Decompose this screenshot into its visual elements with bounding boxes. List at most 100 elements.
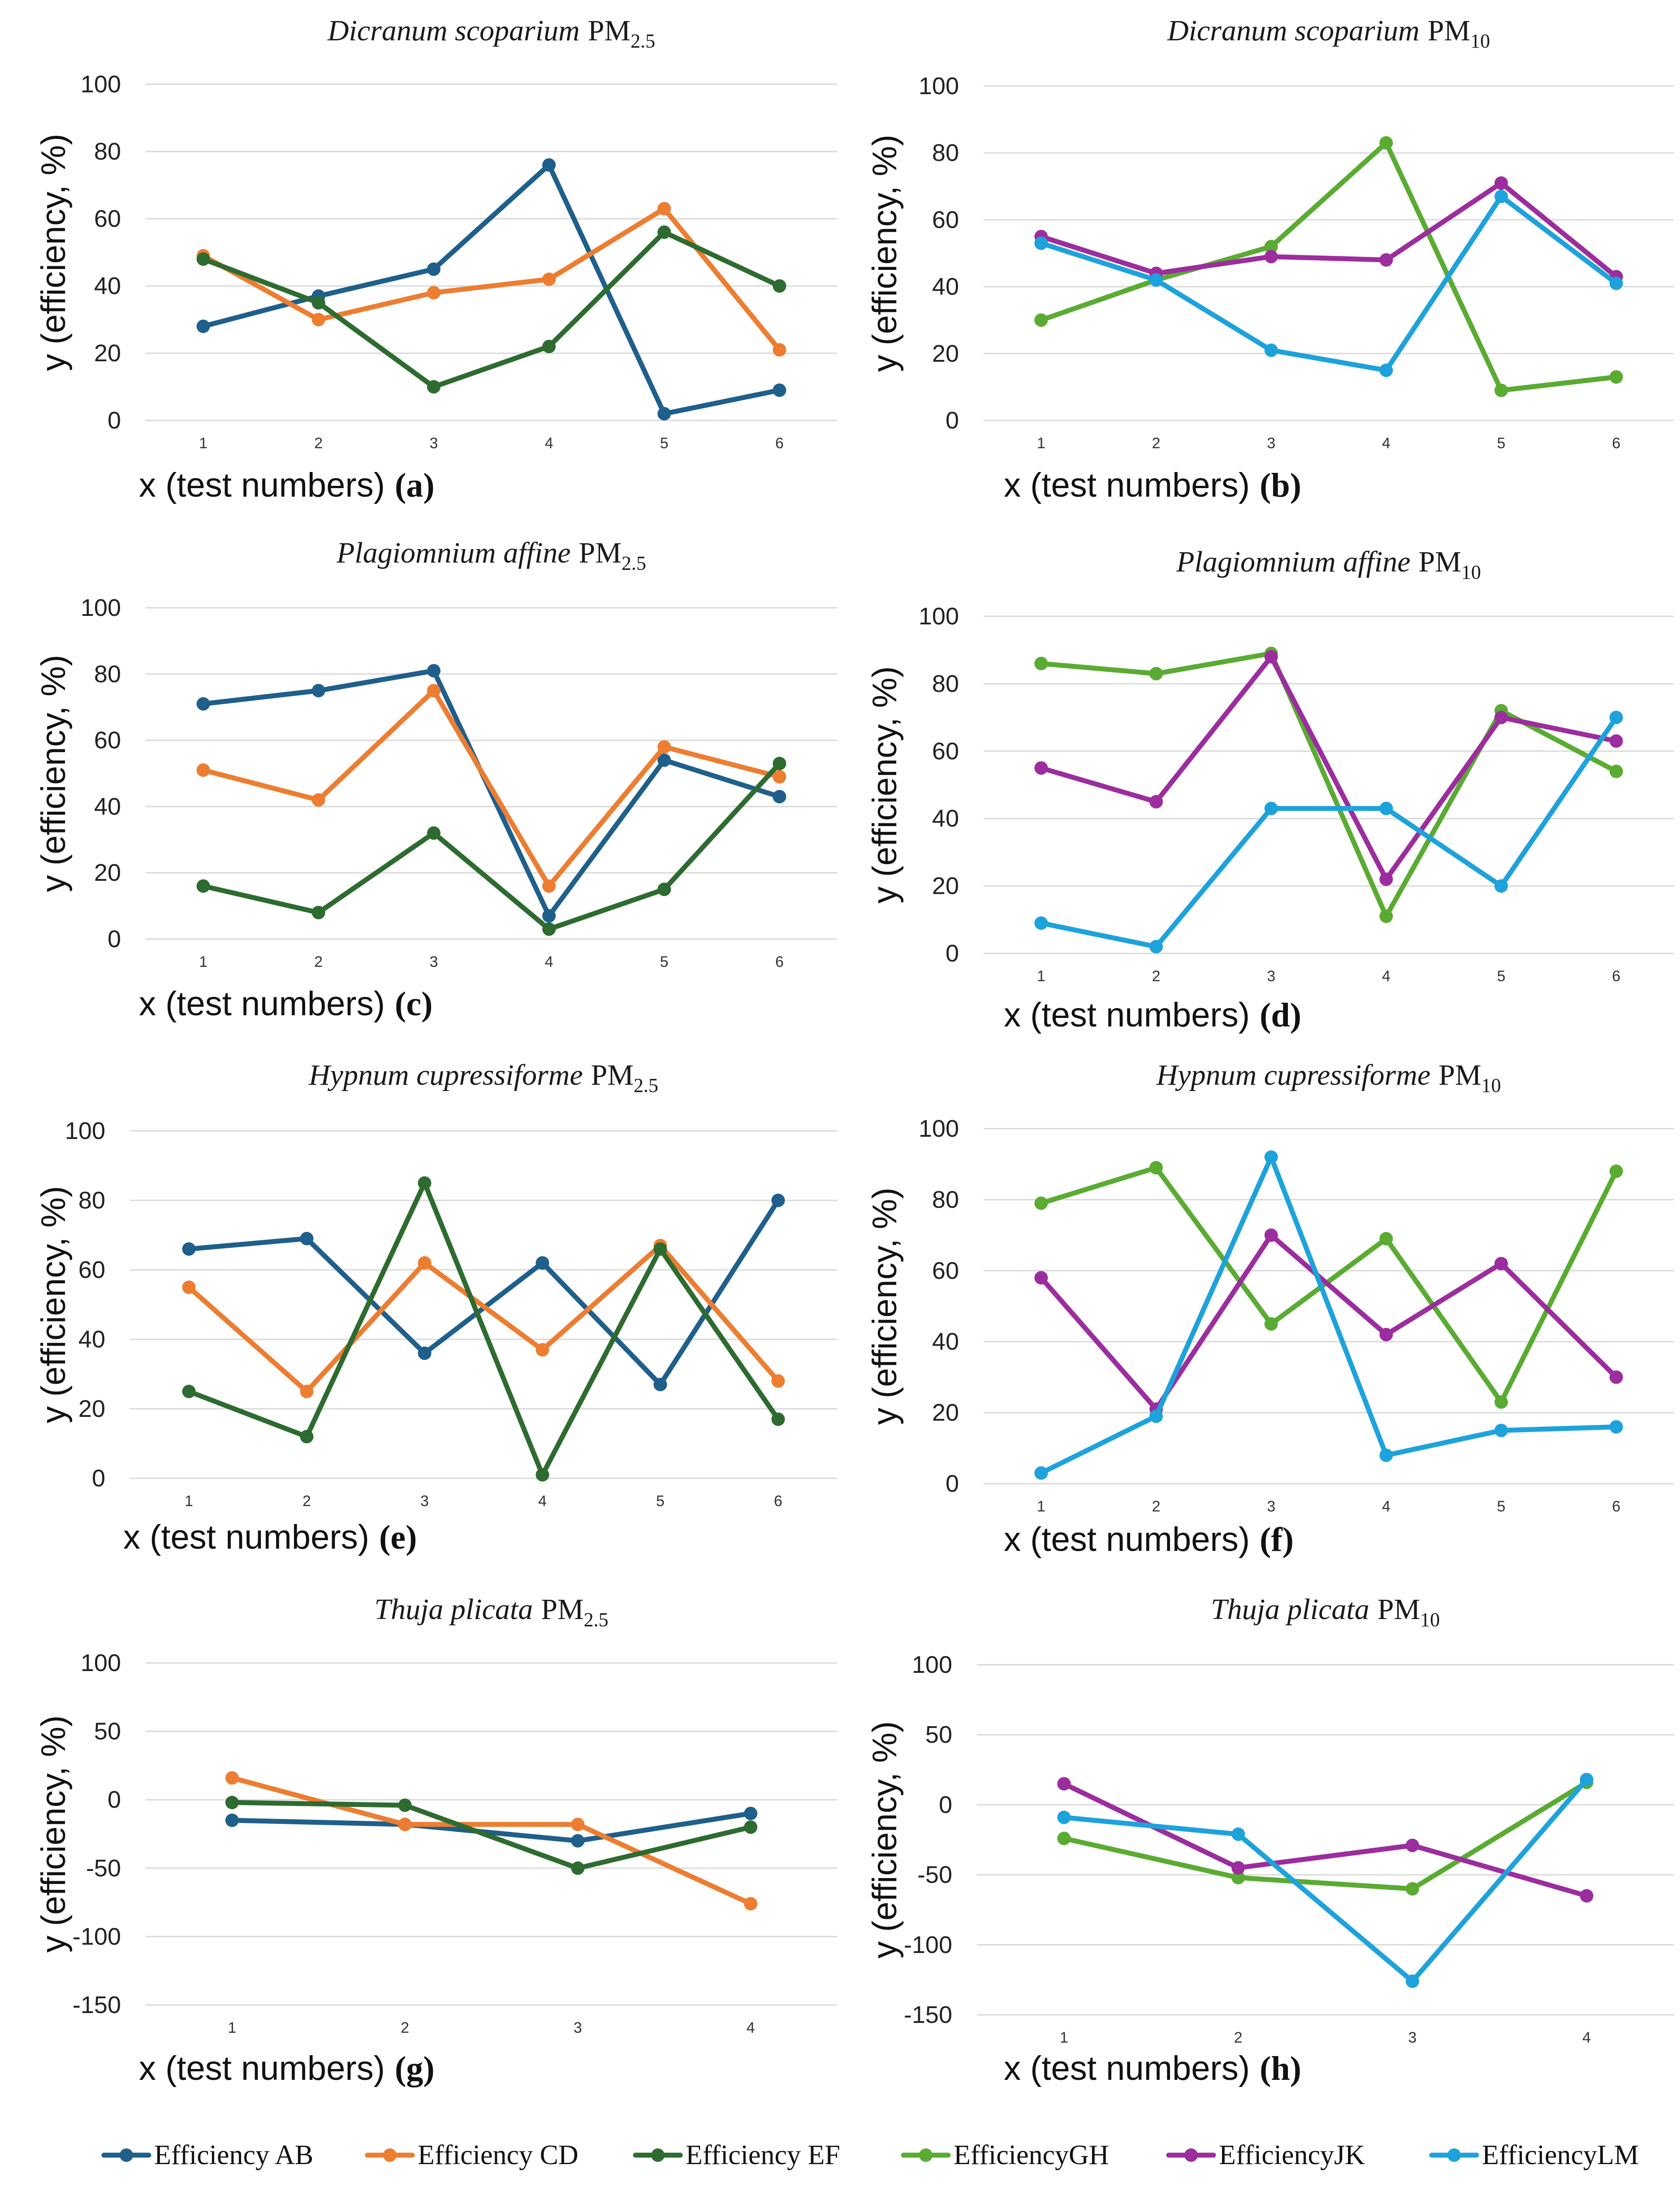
data-point bbox=[427, 286, 441, 299]
legend-marker bbox=[1184, 2148, 1198, 2162]
series-line bbox=[229, 1800, 753, 1871]
data-point bbox=[1379, 909, 1393, 923]
x-tick-label: 1 bbox=[1037, 1498, 1045, 1515]
title-pm: PM bbox=[1419, 546, 1461, 578]
y-tick-label: -150 bbox=[904, 2001, 952, 2028]
legend-label: EfficiencyJK bbox=[1219, 2140, 1365, 2170]
data-point bbox=[1034, 916, 1048, 930]
y-tick-label: 40 bbox=[932, 1328, 959, 1355]
y-tick-label: 40 bbox=[932, 273, 959, 300]
title-sub: 2.5 bbox=[584, 1609, 609, 1631]
x-tick-label: 5 bbox=[1497, 968, 1506, 985]
data-point bbox=[311, 905, 325, 919]
y-axis-label: y (efficiency, %) bbox=[35, 1186, 73, 1423]
y-tick-label: 60 bbox=[932, 738, 959, 765]
data-point bbox=[1034, 761, 1048, 775]
chart-a: Dicranum scoparium PM2.5 0 20 40 60 80 100 1 2 3 4 5… bbox=[35, 14, 837, 504]
data-point bbox=[1494, 710, 1508, 724]
data-point bbox=[1034, 1196, 1048, 1210]
legend-label: Efficiency EF bbox=[686, 2140, 840, 2170]
legend: Efficiency AB Efficiency CD Efficiency EF E… bbox=[101, 2140, 1639, 2170]
x-tick-label: 4 bbox=[1382, 968, 1391, 985]
data-point bbox=[300, 1232, 314, 1246]
y-tick-label: 100 bbox=[65, 1117, 105, 1144]
title-species: Dicranum scoparium bbox=[327, 14, 580, 47]
data-point bbox=[1405, 1882, 1419, 1896]
chart-h: Thuja plicata PM10 -150 -100 -50 0 50 100 1 2 3 4 y … bbox=[866, 1593, 1674, 2087]
data-point bbox=[773, 383, 786, 397]
panel-tag: (e) bbox=[379, 1519, 417, 1556]
title-sub: 2.5 bbox=[634, 1074, 658, 1096]
x-tick-label: 4 bbox=[545, 435, 553, 452]
x-tick-label: 5 bbox=[660, 435, 669, 452]
title-sub: 2.5 bbox=[631, 30, 655, 52]
data-point bbox=[1057, 1810, 1071, 1824]
x-tick-label: 2 bbox=[1234, 2029, 1243, 2046]
chart-g: Thuja plicata PM2.5 -150 -100 -50 0 50 100 1 2 3 4 y… bbox=[35, 1593, 837, 2087]
x-tick-label: 1 bbox=[185, 1493, 193, 1510]
data-point bbox=[773, 279, 786, 293]
series-line bbox=[201, 761, 782, 932]
x-axis-label: x (test numbers) (g) bbox=[139, 2049, 435, 2087]
title-sub: 10 bbox=[1481, 1074, 1501, 1096]
data-point bbox=[196, 763, 210, 777]
data-point bbox=[744, 1820, 758, 1834]
data-point bbox=[1264, 250, 1278, 264]
chart-e: Hypnum cupressiforme PM2.5 0 20 40 60 80 100 1 2 3… bbox=[35, 1059, 837, 1556]
data-point bbox=[771, 1374, 785, 1388]
legend-item: Efficiency AB bbox=[101, 2140, 313, 2170]
data-point bbox=[311, 313, 325, 326]
title-pm: PM bbox=[579, 537, 622, 569]
data-point bbox=[418, 1256, 432, 1270]
data-point bbox=[1379, 1232, 1393, 1246]
data-point bbox=[773, 770, 786, 784]
panel-tag: (c) bbox=[395, 985, 432, 1023]
y-tick-label: 60 bbox=[94, 727, 121, 754]
panel-tag: (f) bbox=[1260, 1521, 1294, 1559]
data-point bbox=[1264, 240, 1278, 254]
data-point bbox=[1580, 1773, 1594, 1787]
y-tick-label: 80 bbox=[78, 1187, 105, 1214]
y-tick-label: 20 bbox=[932, 340, 959, 367]
x-tick-label: 4 bbox=[545, 953, 553, 970]
y-tick-label: 80 bbox=[932, 670, 959, 697]
data-point bbox=[744, 1897, 758, 1911]
x-tick-label: 3 bbox=[1408, 2029, 1417, 2046]
x-tick-label: 2 bbox=[401, 2019, 409, 2036]
data-point bbox=[653, 1377, 667, 1391]
data-point bbox=[182, 1385, 196, 1399]
panel-tag: (d) bbox=[1260, 996, 1301, 1034]
y-tick-label: 20 bbox=[78, 1395, 105, 1422]
legend-label: Efficiency CD bbox=[418, 2140, 579, 2170]
y-axis-label: y (efficiency, %) bbox=[866, 1187, 904, 1425]
data-point bbox=[398, 1798, 412, 1812]
chart-title: Thuja plicata PM10 bbox=[1211, 1593, 1440, 1631]
x-axis-label: x (test numbers) (a) bbox=[139, 466, 435, 504]
title-species: Thuja plicata bbox=[1211, 1593, 1369, 1626]
data-point bbox=[311, 793, 325, 807]
y-axis-label: y (efficiency, %) bbox=[35, 655, 73, 892]
y-tick-label: 80 bbox=[94, 661, 121, 688]
data-point bbox=[771, 1412, 785, 1426]
data-point bbox=[1264, 1150, 1278, 1164]
title-species: Plagiomnium affine bbox=[1176, 546, 1410, 578]
data-point bbox=[1034, 1271, 1048, 1285]
data-point bbox=[657, 407, 671, 420]
data-point bbox=[1609, 1370, 1623, 1384]
data-point bbox=[225, 1796, 239, 1810]
title-species: Plagiomnium affine bbox=[336, 537, 570, 569]
data-point bbox=[1609, 710, 1623, 724]
data-point bbox=[1379, 801, 1393, 815]
x-tick-label: 6 bbox=[1612, 435, 1620, 452]
data-point bbox=[398, 1818, 412, 1832]
data-point bbox=[1149, 795, 1163, 809]
x-tick-label: 1 bbox=[228, 2019, 236, 2036]
legend-item: EfficiencyLM bbox=[1429, 2140, 1639, 2170]
title-pm: PM bbox=[541, 1593, 583, 1626]
data-point bbox=[182, 1280, 196, 1294]
x-tick-label: 1 bbox=[1037, 435, 1045, 452]
legend-item: Efficiency CD bbox=[365, 2140, 579, 2170]
x-axis-label: x (test numbers) (e) bbox=[123, 1518, 417, 1556]
data-point bbox=[196, 252, 210, 266]
